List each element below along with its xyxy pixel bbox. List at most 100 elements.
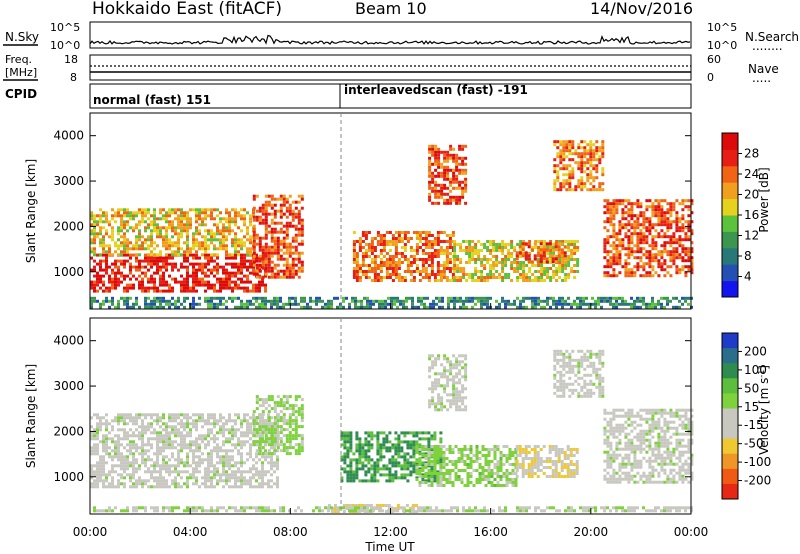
- data-cell-0-8: [612, 205, 616, 209]
- data-cell-1-1: [282, 401, 286, 405]
- data-cell-0-7: [571, 176, 575, 180]
- data-cell-1-2: [400, 440, 404, 444]
- data-cell-0-3: [445, 255, 449, 258]
- data-cell-0-0: [201, 283, 204, 287]
- data-cell-0-1: [156, 253, 159, 257]
- data-cell-0-9: [273, 296, 276, 300]
- data-cell-0-3: [382, 240, 386, 243]
- data-cell-0-5: [501, 249, 505, 252]
- data-cell-1-2: [412, 470, 416, 474]
- data-cell-0-8: [624, 247, 628, 251]
- data-cell-0-8: [687, 226, 691, 230]
- data-cell-0-5: [540, 267, 544, 270]
- data-cell-0-3: [394, 237, 398, 240]
- data-cell-0-2: [252, 242, 256, 246]
- data-cell-0-8: [657, 253, 661, 257]
- data-cell-0-1: [189, 217, 192, 221]
- data-cell-1-0: [144, 482, 147, 486]
- data-cell-0-1: [159, 229, 162, 233]
- data-cell-0-3: [364, 249, 368, 252]
- data-cell-0-8: [663, 244, 667, 248]
- data-cell-0-1: [183, 214, 186, 218]
- data-cell-0-3: [439, 279, 443, 282]
- data-cell-0-1: [102, 214, 105, 218]
- data-cell-0-8: [612, 262, 616, 266]
- data-cell-0-2: [276, 236, 280, 240]
- data-cell-0-1: [138, 220, 141, 224]
- data-cell-1-1: [276, 437, 280, 441]
- data-cell-0-6: [542, 254, 546, 258]
- data-cell-0-9: [459, 305, 462, 309]
- data-cell-0-5: [513, 267, 517, 270]
- data-cell-1-0: [108, 482, 111, 486]
- data-cell-1-2: [394, 443, 398, 447]
- data-cell-1-0: [195, 470, 198, 474]
- data-cell-0-3: [436, 231, 440, 234]
- data-cell-0-7: [580, 182, 584, 186]
- data-cell-0-8: [657, 208, 661, 212]
- data-cell-1-0: [123, 431, 126, 435]
- data-cell-1-0: [159, 467, 162, 471]
- data-cell-0-9: [447, 302, 450, 306]
- data-cell-0-8: [648, 274, 652, 278]
- data-cell-0-0: [165, 256, 168, 260]
- data-cell-1-0: [165, 437, 168, 441]
- data-cell-0-3: [391, 240, 395, 243]
- data-cell-0-8: [681, 199, 685, 203]
- data-cell-0-2: [291, 224, 295, 228]
- data-cell-1-2: [376, 467, 380, 471]
- data-cell-0-8: [690, 268, 694, 272]
- data-cell-0-9: [336, 296, 339, 300]
- data-cell-0-8: [618, 241, 622, 245]
- data-cell-0-1: [132, 244, 135, 248]
- data-cell-0-0: [159, 280, 162, 284]
- data-cell-1-0: [276, 428, 279, 432]
- data-cell-0-8: [630, 241, 634, 245]
- data-cell-0-0: [192, 256, 195, 260]
- data-cell-1-0: [114, 416, 117, 420]
- data-cell-0-9: [474, 302, 477, 306]
- data-cell-0-2: [267, 203, 271, 207]
- data-cell-0-1: [144, 238, 147, 242]
- data-cell-0-8: [606, 208, 610, 212]
- data-cell-1-1: [294, 428, 298, 432]
- data-cell-1-0: [228, 479, 231, 483]
- data-cell-0-5: [492, 264, 496, 267]
- data-cell-0-3: [367, 276, 371, 279]
- data-cell-1-0: [129, 419, 132, 423]
- data-cell-0-2: [270, 266, 274, 270]
- data-cell-0-0: [231, 274, 234, 278]
- data-cell-0-1: [171, 208, 174, 212]
- data-cell-0-0: [240, 286, 243, 290]
- data-cell-0-2: [270, 203, 274, 207]
- data-cell-0-1: [249, 238, 252, 242]
- data-cell-0-2: [291, 275, 295, 279]
- data-cell-1-0: [102, 440, 105, 444]
- data-cell-0-1: [249, 247, 252, 251]
- data-cell-1-0: [183, 413, 186, 417]
- data-cell-1-0: [129, 485, 132, 489]
- data-cell-1-0: [228, 464, 231, 468]
- data-cell-0-1: [93, 217, 96, 221]
- data-cell-0-7: [592, 164, 596, 168]
- data-cell-1-0: [198, 413, 201, 417]
- data-cell-0-1: [186, 220, 189, 224]
- data-cell-1-1: [294, 443, 298, 447]
- data-cell-0-8: [648, 220, 652, 224]
- data-cell-0-1: [120, 253, 123, 257]
- data-cell-0-1: [174, 208, 177, 212]
- data-cell-0-9: [420, 302, 423, 306]
- data-cell-0-3: [409, 273, 413, 276]
- data-cell-0-1: [144, 241, 147, 245]
- data-cell-0-6: [530, 248, 534, 252]
- data-cell-0-1: [249, 214, 252, 218]
- data-cell-0-8: [642, 223, 646, 227]
- data-cell-0-9: [240, 305, 243, 309]
- data-cell-0-1: [177, 208, 180, 212]
- data-cell-1-1: [261, 440, 265, 444]
- data-cell-1-2: [394, 446, 398, 450]
- data-cell-0-8: [639, 265, 643, 269]
- data-cell-0-9: [519, 305, 522, 309]
- data-cell-0-0: [168, 274, 171, 278]
- data-cell-0-1: [105, 232, 108, 236]
